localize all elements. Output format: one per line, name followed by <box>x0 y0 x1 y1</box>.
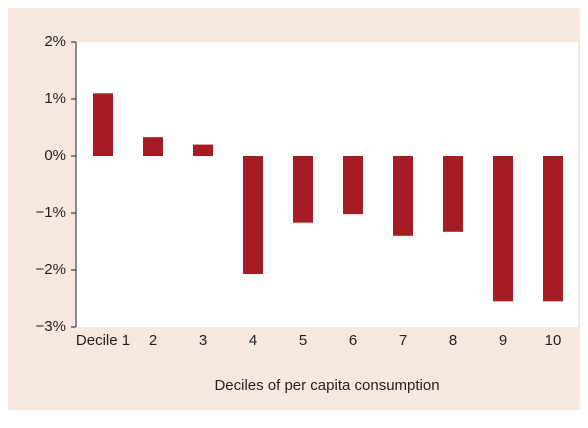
x-tick-label: 4 <box>249 332 257 349</box>
x-tick-label: 3 <box>199 332 207 349</box>
y-tick-label: 2% <box>44 33 66 50</box>
x-tick-label: 9 <box>499 332 507 349</box>
x-tick-label: 8 <box>449 332 457 349</box>
bar <box>493 156 513 302</box>
bar <box>143 137 163 156</box>
bar <box>443 156 463 232</box>
bar <box>393 156 413 236</box>
y-tick-label: 0% <box>44 147 66 164</box>
y-tick-label: −3% <box>36 318 66 335</box>
bar <box>193 144 213 156</box>
y-tick-label: −1% <box>36 204 66 221</box>
y-tick-label: 1% <box>44 90 66 107</box>
x-tick-label: 6 <box>349 332 357 349</box>
bar <box>93 93 113 156</box>
bar <box>243 156 263 274</box>
x-tick-label: Decile 1 <box>76 332 130 349</box>
x-tick-label: 7 <box>399 332 407 349</box>
x-axis-title: Deciles of per capita consumption <box>214 377 439 394</box>
x-tick-label: 10 <box>545 332 562 349</box>
bar <box>343 156 363 215</box>
bar <box>293 156 313 223</box>
y-tick-label: −2% <box>36 261 66 278</box>
x-tick-label: 5 <box>299 332 307 349</box>
x-tick-label: 2 <box>149 332 157 349</box>
bar <box>543 156 563 302</box>
